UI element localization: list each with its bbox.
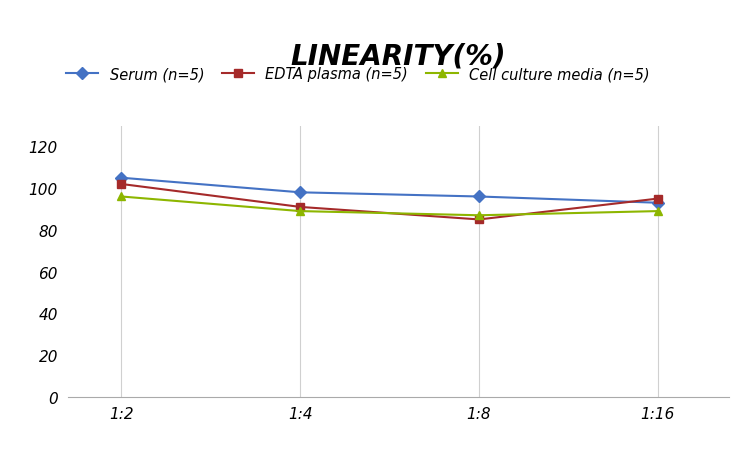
Serum (n=5) — [296, 190, 305, 196]
EDTA plasma (n=5) — [653, 197, 663, 202]
Serum (n=5) — [117, 175, 126, 181]
Line: Cell culture media (n=5): Cell culture media (n=5) — [117, 193, 662, 220]
Serum (n=5) — [653, 201, 663, 206]
Title: LINEARITY(%): LINEARITY(%) — [291, 42, 506, 70]
Cell culture media (n=5) — [117, 194, 126, 200]
Cell culture media (n=5) — [475, 213, 484, 218]
Cell culture media (n=5) — [653, 209, 663, 214]
EDTA plasma (n=5) — [296, 205, 305, 210]
Cell culture media (n=5) — [296, 209, 305, 214]
EDTA plasma (n=5) — [475, 217, 484, 223]
Serum (n=5) — [475, 194, 484, 200]
Line: Serum (n=5): Serum (n=5) — [117, 174, 662, 207]
EDTA plasma (n=5) — [117, 182, 126, 187]
Legend: Serum (n=5), EDTA plasma (n=5), Cell culture media (n=5): Serum (n=5), EDTA plasma (n=5), Cell cul… — [60, 61, 656, 88]
Line: EDTA plasma (n=5): EDTA plasma (n=5) — [117, 180, 662, 224]
